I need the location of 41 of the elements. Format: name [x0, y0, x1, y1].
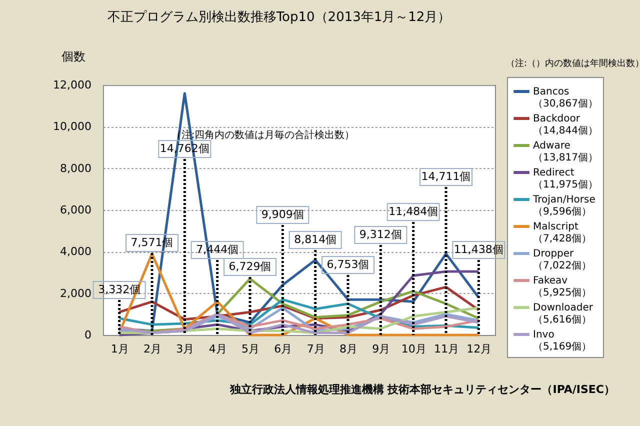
legend-label: Fakeav （5,925個） — [533, 276, 592, 298]
legend-label: Invo （5,169個） — [533, 330, 592, 352]
y-tick-label: 2,000 — [60, 286, 92, 300]
y-tick-label: 10,000 — [53, 120, 92, 134]
x-tick-label: 8月 — [340, 342, 358, 356]
legend-label: Bancos （30,867個） — [533, 86, 598, 110]
y-tick-label: 4,000 — [60, 245, 92, 258]
x-tick-label: 6月 — [274, 342, 292, 356]
y-tick-label: 0 — [84, 328, 92, 342]
x-tick-label: 4月 — [208, 342, 227, 356]
x-tick-label: 9月 — [372, 342, 390, 356]
text: 独立行政法人情報処理推進機構 技術本部セキュリティセンター（IPA/ISEC） — [228, 383, 615, 396]
annotation: 8,814個 — [294, 233, 337, 246]
x-tick-label: 2月 — [144, 342, 162, 356]
annotation: 9,312個 — [359, 228, 402, 241]
annotation: 6,753個 — [326, 258, 370, 271]
annotation: 6,729個 — [228, 260, 272, 273]
legend-label: Adware （13,817個） — [533, 140, 598, 164]
annotation: 11,438個 — [454, 243, 504, 256]
x-tick-label: 7月 — [306, 342, 325, 356]
x-tick-label: 10月 — [401, 342, 426, 356]
annotation: 9,909個 — [261, 208, 304, 221]
x-tick-label: 5月 — [242, 342, 260, 356]
y-tick-label: 6,000 — [60, 204, 92, 216]
legend-label: Redirect （11,975個） — [533, 168, 598, 190]
legend-label: Dropper （7,022個） — [533, 248, 592, 272]
x-tick-label: 1月 — [110, 342, 129, 356]
legend-label: Malscript （7,428個） — [533, 222, 592, 244]
x-tick-label: 3月 — [176, 342, 194, 356]
legend-label: Downloader （5,616個） — [533, 302, 594, 326]
text: （注:（）内の数値は年間検出数） — [506, 58, 640, 69]
legend-label: Backdoor （14,844個） — [533, 114, 598, 136]
y-tick-label: 12,000 — [53, 78, 92, 92]
legend-label: Trojan/Horse （9,596個） — [532, 194, 596, 218]
y-axis-title: 個数 — [62, 50, 86, 64]
x-tick-label: 11月 — [434, 342, 459, 356]
annotation: 11,484個 — [388, 205, 438, 218]
chart-title: 不正プログラム別検出数推移Top10（2013年1月～12月） — [107, 10, 451, 25]
y-tick-label: 8,000 — [60, 162, 92, 175]
x-tick-label: 12月 — [466, 342, 492, 356]
annotation: 14,711個 — [421, 170, 471, 183]
